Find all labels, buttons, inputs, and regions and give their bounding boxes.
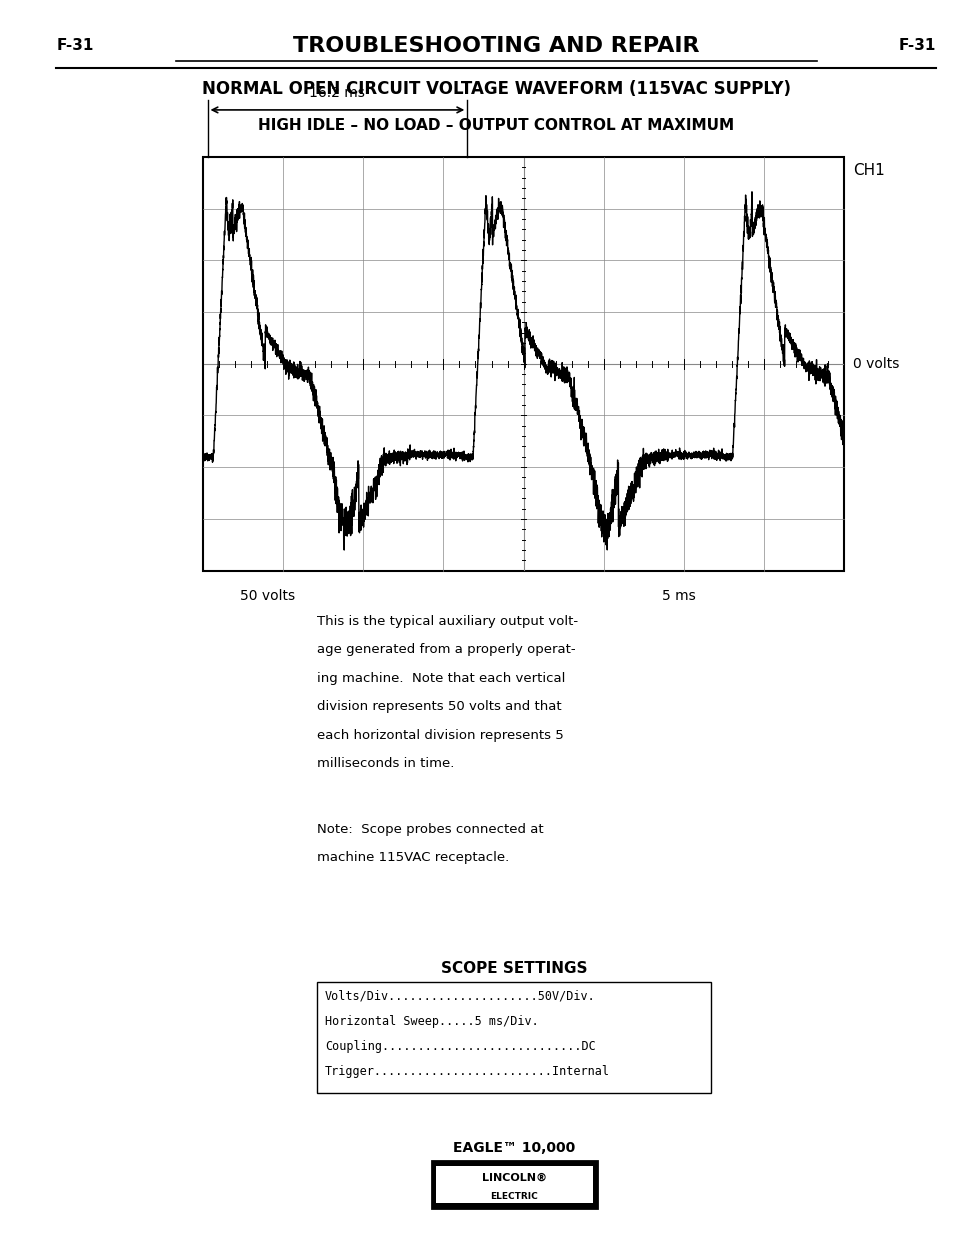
Text: Return to Section TOC: Return to Section TOC: [4, 561, 13, 674]
Text: 5 ms: 5 ms: [661, 589, 696, 603]
Text: 16.2 ms: 16.2 ms: [309, 86, 365, 100]
Text: Return to Master TOC: Return to Master TOC: [21, 562, 30, 673]
Text: Return to Master TOC: Return to Master TOC: [21, 151, 30, 262]
Text: milliseconds in time.: milliseconds in time.: [317, 757, 455, 771]
Text: This is the typical auxiliary output volt-: This is the typical auxiliary output vol…: [317, 615, 578, 629]
Bar: [436, 1166, 593, 1203]
Text: SCOPE SETTINGS: SCOPE SETTINGS: [440, 961, 587, 976]
Text: Coupling............................DC: Coupling............................DC: [324, 1040, 595, 1053]
Text: TROUBLESHOOTING AND REPAIR: TROUBLESHOOTING AND REPAIR: [293, 36, 699, 56]
Text: division represents 50 volts and that: division represents 50 volts and that: [317, 700, 561, 714]
Bar: [317, 982, 711, 1093]
Text: F-31: F-31: [898, 38, 935, 53]
Text: Horizontal Sweep.....5 ms/Div.: Horizontal Sweep.....5 ms/Div.: [324, 1015, 538, 1028]
Text: HIGH IDLE – NO LOAD – OUTPUT CONTROL AT MAXIMUM: HIGH IDLE – NO LOAD – OUTPUT CONTROL AT …: [257, 119, 734, 133]
Text: Note:  Scope probes connected at: Note: Scope probes connected at: [317, 823, 543, 836]
Text: F-31: F-31: [56, 38, 93, 53]
Text: machine 115VAC receptacle.: machine 115VAC receptacle.: [317, 851, 509, 864]
Text: 50 volts: 50 volts: [239, 589, 294, 603]
Text: Return to Master TOC: Return to Master TOC: [21, 973, 30, 1084]
Bar: [203, 157, 843, 571]
Text: each horizontal division represents 5: each horizontal division represents 5: [317, 729, 563, 742]
Text: LINCOLN®: LINCOLN®: [481, 1173, 546, 1183]
Text: age generated from a properly operat-: age generated from a properly operat-: [317, 643, 576, 657]
Bar: [432, 1161, 597, 1208]
Text: Return to Section TOC: Return to Section TOC: [4, 149, 13, 263]
Text: Return to Section TOC: Return to Section TOC: [4, 972, 13, 1086]
Text: ing machine.  Note that each vertical: ing machine. Note that each vertical: [317, 672, 565, 685]
Text: CH1: CH1: [852, 163, 884, 178]
Text: NORMAL OPEN CIRCUIT VOLTAGE WAVEFORM (115VAC SUPPLY): NORMAL OPEN CIRCUIT VOLTAGE WAVEFORM (11…: [201, 80, 790, 98]
Text: 0 volts: 0 volts: [852, 357, 899, 370]
Text: ELECTRIC: ELECTRIC: [490, 1192, 537, 1202]
Text: Volts/Div.....................50V/Div.: Volts/Div.....................50V/Div.: [324, 989, 595, 1003]
Text: Trigger.........................Internal: Trigger.........................Internal: [324, 1065, 609, 1078]
Text: EAGLE™ 10,000: EAGLE™ 10,000: [453, 1141, 575, 1155]
